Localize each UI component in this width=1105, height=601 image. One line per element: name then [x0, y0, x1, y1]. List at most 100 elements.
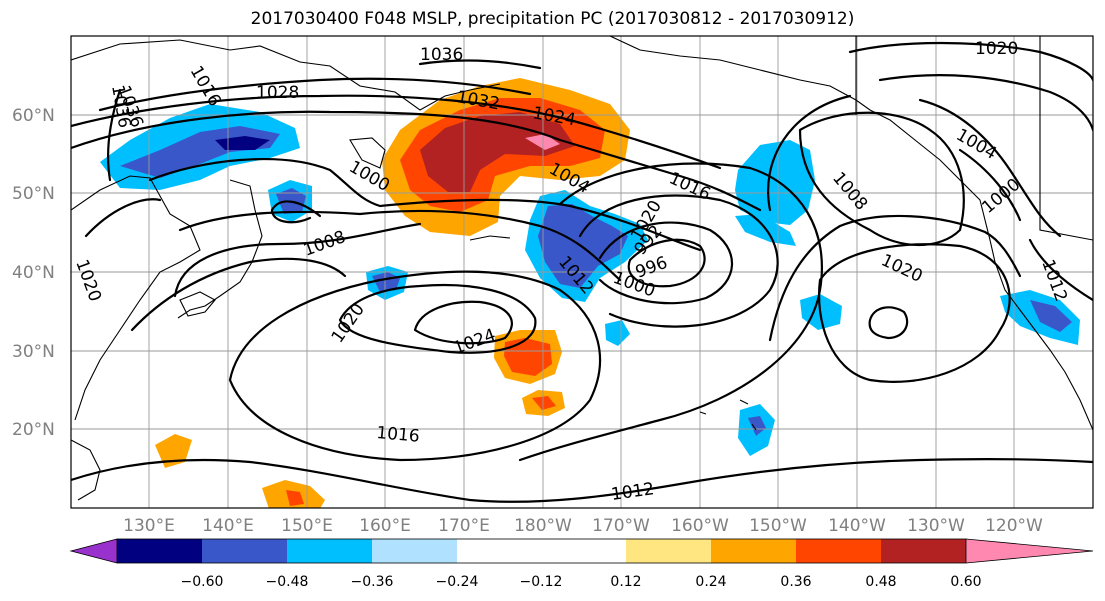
colorbar-segment — [796, 539, 881, 563]
coastline-aleutians — [469, 235, 511, 241]
colorbar-tick-label: 0.24 — [695, 574, 726, 590]
border-line — [1039, 36, 1093, 241]
colorbar-segment — [626, 539, 711, 563]
precip-region-darkblue — [748, 416, 766, 436]
lon-label: 170°E — [438, 516, 490, 536]
colorbar-tick-label: 0.60 — [950, 574, 981, 590]
colorbar-tick-label: −0.48 — [266, 574, 309, 590]
colorbar-tick-label: −0.36 — [351, 574, 394, 590]
precip-region-orangered — [286, 490, 304, 506]
isobar-contour — [578, 194, 779, 328]
isobar-contour — [270, 200, 322, 224]
precip-region-orangered — [532, 396, 556, 410]
graticule — [71, 36, 1093, 508]
isobar-contour — [71, 110, 762, 212]
isobar-contour — [918, 98, 1062, 238]
precip-region-darkblue — [538, 204, 628, 288]
coastline-japan — [177, 179, 263, 319]
coastline — [71, 175, 201, 421]
colorbar-segment — [287, 539, 372, 563]
lat-label: 30°N — [12, 342, 55, 362]
isobar-contour — [958, 148, 1022, 222]
precip-region-navy — [215, 136, 270, 150]
isobar-contour — [228, 270, 602, 462]
isobar-contour — [178, 209, 622, 282]
colorbar-segment — [457, 539, 626, 563]
isobar-label: 1036 — [420, 45, 463, 65]
colorbar: −0.60 −0.48 −0.36 −0.24 −0.12 0.12 0.24 … — [69, 538, 1094, 590]
lon-label: 130°W — [907, 516, 965, 536]
colorbar-extend-low — [71, 539, 117, 563]
isobars — [71, 41, 1093, 503]
precip-shading — [100, 78, 1080, 508]
isobar-contour — [878, 74, 1093, 132]
isobar-contour — [148, 158, 702, 252]
coastline-north-america — [609, 36, 1093, 431]
lon-label: 150°E — [281, 516, 333, 536]
lon-label: 150°W — [749, 516, 807, 536]
isobar-label: 1020 — [975, 39, 1018, 59]
precip-region-darkblue — [1030, 300, 1072, 332]
isobar-contour — [818, 243, 1011, 383]
lon-label: 160°W — [671, 516, 729, 536]
precip-region-blue — [735, 140, 815, 225]
isobar-contour — [413, 300, 513, 345]
lat-label: 20°N — [12, 420, 55, 440]
isobar-contour — [627, 238, 706, 288]
isobar-contour — [598, 221, 734, 305]
colorbar-tick-label: −0.12 — [520, 574, 563, 590]
latitude-labels: 60°N 50°N 40°N 30°N 20°N — [12, 106, 55, 440]
colorbar-frame — [116, 538, 967, 564]
precip-region-blue — [605, 320, 630, 346]
isobar-contour — [418, 59, 542, 70]
coastline — [71, 39, 501, 111]
coastline-south — [71, 439, 101, 501]
isobar-contour — [84, 198, 162, 238]
lat-label: 60°N — [12, 106, 55, 126]
lon-label: 140°E — [202, 516, 254, 536]
colorbar-frame-left — [69, 538, 118, 564]
colorbar-segment — [711, 539, 796, 563]
lon-label: 120°W — [985, 516, 1043, 536]
colorbar-tick-label: −0.60 — [181, 574, 224, 590]
coastline-hawaii — [699, 399, 757, 431]
colorbar-segment — [117, 539, 202, 563]
colorbar-tick-label: 0.48 — [865, 574, 896, 590]
isobar-contour — [71, 94, 722, 170]
isobar-contour — [1028, 238, 1093, 302]
coastlines — [71, 36, 1093, 501]
isobar-contour — [106, 88, 122, 182]
isobar-contour — [768, 214, 1022, 342]
lon-label: 140°W — [828, 516, 886, 536]
precip-region-pink — [525, 134, 560, 150]
coastline-kamchatka — [349, 137, 386, 169]
isobar-contour — [767, 94, 852, 212]
lon-label: 160°E — [359, 516, 411, 536]
isobar-contour — [868, 306, 909, 340]
colorbar-tick-label: 0.12 — [610, 574, 641, 590]
map-frame — [70, 35, 1094, 509]
coastline-island — [179, 291, 216, 317]
isobar-contour — [130, 257, 347, 332]
isobar-contour — [71, 458, 1093, 503]
colorbar-segment — [881, 539, 966, 563]
isobar-contour — [848, 41, 1093, 82]
isobar-contour — [98, 77, 532, 112]
lon-label: 170°W — [592, 516, 650, 536]
precip-region-orangered — [504, 338, 552, 376]
lon-label: 180°W — [514, 516, 572, 536]
isobar-label: 1016 — [376, 423, 421, 447]
isobar-contour — [173, 222, 422, 298]
colorbar-frame-right — [965, 538, 1094, 564]
map-title: 2017030400 F048 MSLP, precipitation PC (… — [250, 9, 855, 29]
isobar-contour — [798, 111, 965, 246]
isobar-label: 1028 — [256, 83, 299, 103]
colorbar-tick-label: 0.36 — [780, 574, 811, 590]
lon-label: 130°E — [123, 516, 175, 536]
isobar-contour — [338, 283, 537, 354]
lat-label: 50°N — [12, 184, 55, 204]
lat-label: 40°N — [12, 263, 55, 283]
colorbar-extend-high — [966, 539, 1093, 563]
colorbar-tick-label: −0.24 — [436, 574, 479, 590]
